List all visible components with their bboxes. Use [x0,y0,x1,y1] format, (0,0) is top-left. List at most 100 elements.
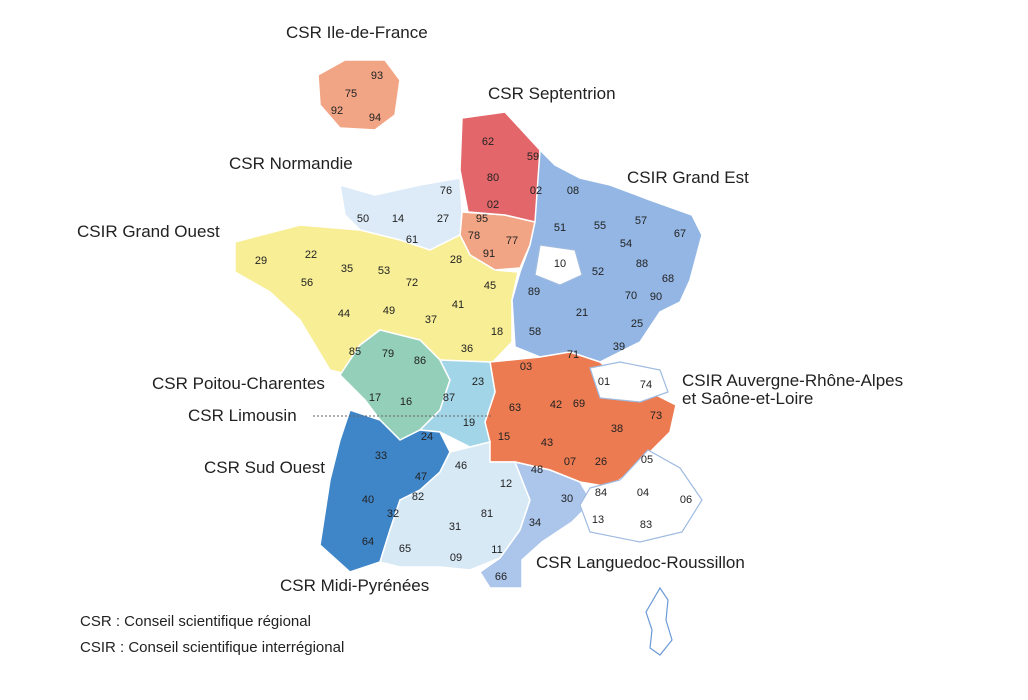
department-label: 74 [640,379,652,391]
department-label: 41 [452,299,464,311]
legend-line: CSR : Conseil scientifique régional [80,613,311,630]
region-area [478,460,593,589]
department-label: 27 [437,213,449,225]
department-label: 37 [425,314,437,326]
department-label: 03 [520,361,532,373]
region-label: et Saône-et-Loire [682,389,813,408]
department-label: 55 [594,220,606,232]
aube-area [534,244,583,286]
department-label: 56 [301,277,313,289]
department-label: 33 [375,450,387,462]
region-label: CSR Languedoc-Roussillon [536,553,745,572]
department-label: 40 [362,494,374,506]
department-label: 02 [487,199,499,211]
region-shapes [234,59,703,589]
department-label: 80 [487,172,499,184]
department-label: 25 [631,318,643,330]
department-label: 83 [640,519,652,531]
department-label: 78 [468,230,480,242]
department-label: 59 [527,151,539,163]
region-label: CSIR Grand Ouest [77,222,220,241]
paca-area [579,449,703,543]
department-label: 06 [680,494,692,506]
department-label: 13 [592,514,604,526]
department-label: 70 [625,290,637,302]
department-label: 05 [641,454,653,466]
region-area [511,148,703,363]
department-label: 72 [406,277,418,289]
department-label: 81 [481,508,493,520]
department-label: 63 [509,402,521,414]
department-label: 44 [338,308,350,320]
department-label: 23 [472,376,484,388]
department-label: 82 [412,491,424,503]
department-label: 58 [529,326,541,338]
department-label: 15 [498,431,510,443]
department-label: 89 [528,286,540,298]
department-label: 94 [369,112,381,124]
department-label: 65 [399,543,411,555]
department-label: 86 [414,355,426,367]
department-label: 95 [476,213,488,225]
department-label: 16 [400,396,412,408]
region-label: CSR Sud Ouest [204,458,325,477]
region-label: CSR Limousin [188,406,297,425]
department-label: 31 [449,521,461,533]
region-inset [317,59,401,131]
department-label: 11 [491,544,502,556]
department-label: 34 [529,517,541,529]
department-label: 76 [440,185,452,197]
department-label: 43 [541,437,553,449]
department-label: 24 [421,431,433,443]
department-label: 62 [482,136,494,148]
legend-line: CSIR : Conseil scientifique interrégiona… [80,639,344,656]
department-label: 48 [531,464,543,476]
department-label: 45 [484,280,496,292]
department-label: 01 [598,376,610,388]
department-label: 12 [500,478,512,490]
corsica [645,586,673,656]
department-label: 73 [650,410,662,422]
department-label: 57 [635,215,647,227]
department-label: 42 [550,399,562,411]
department-label: 30 [561,493,573,505]
department-label: 61 [406,234,418,246]
department-label: 71 [567,349,579,361]
region-label: CSIR Auvergne-Rhône-Alpes [682,371,903,390]
region-label: CSIR Grand Est [627,168,749,187]
region-label: CSR Septentrion [488,84,616,103]
department-label: 54 [620,238,632,250]
department-label: 84 [595,487,607,499]
department-label: 85 [349,346,361,358]
department-label: 07 [564,456,576,468]
department-label: 46 [455,460,467,472]
department-label: 69 [573,398,585,410]
department-label: 88 [636,258,648,270]
department-label: 36 [461,343,473,355]
department-label: 52 [592,266,604,278]
department-label: 38 [611,423,623,435]
department-label: 90 [650,291,662,303]
department-label: 53 [378,265,390,277]
department-label: 21 [576,307,588,319]
department-label: 39 [613,341,625,353]
department-label: 91 [483,248,495,260]
department-label: 22 [305,249,317,261]
department-label: 29 [255,255,267,267]
department-label: 32 [387,508,399,520]
department-label: 66 [495,571,507,583]
region-label: CSR Midi-Pyrénées [280,576,429,595]
department-label: 04 [637,487,649,499]
department-label: 09 [450,552,462,564]
department-label: 67 [674,228,686,240]
department-label: 75 [345,88,357,100]
department-label: 19 [463,417,475,429]
ain-savoie-area [589,361,669,403]
department-label: 08 [567,185,579,197]
department-label: 77 [506,235,518,247]
department-label: 10 [554,258,566,270]
region-label: CSR Poitou-Charentes [152,374,325,393]
department-label: 93 [371,70,383,82]
department-label: 18 [491,326,503,338]
